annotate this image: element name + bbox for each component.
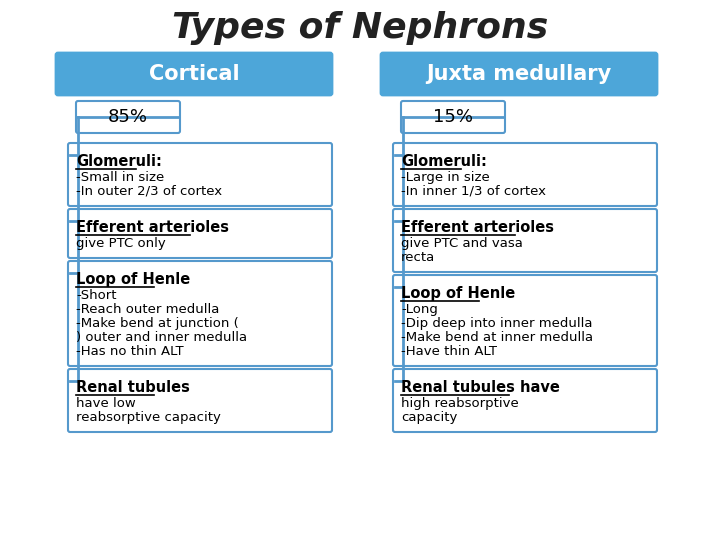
FancyBboxPatch shape: [393, 209, 657, 272]
FancyBboxPatch shape: [56, 53, 332, 95]
Text: give PTC and vasa: give PTC and vasa: [401, 237, 523, 250]
Text: -Large in size: -Large in size: [401, 171, 490, 184]
FancyBboxPatch shape: [68, 369, 332, 432]
Text: Efferent arterioles: Efferent arterioles: [401, 220, 554, 235]
Text: Renal tubules have: Renal tubules have: [401, 380, 560, 395]
Text: Cortical: Cortical: [149, 64, 239, 84]
FancyBboxPatch shape: [401, 101, 505, 133]
Text: Loop of Henle: Loop of Henle: [76, 272, 190, 287]
Text: 85%: 85%: [108, 108, 148, 126]
Text: -Make bend at inner medulla: -Make bend at inner medulla: [401, 331, 593, 344]
Text: -Dip deep into inner medulla: -Dip deep into inner medulla: [401, 317, 593, 330]
Text: Loop of Henle: Loop of Henle: [401, 286, 516, 301]
Text: -Short: -Short: [76, 289, 117, 302]
Text: have low: have low: [76, 397, 136, 410]
Text: recta: recta: [401, 251, 436, 264]
Text: Types of Nephrons: Types of Nephrons: [172, 11, 548, 45]
Text: high reabsorptive: high reabsorptive: [401, 397, 518, 410]
FancyBboxPatch shape: [381, 53, 657, 95]
Text: give PTC only: give PTC only: [76, 237, 166, 250]
Text: -Have thin ALT: -Have thin ALT: [401, 345, 497, 358]
Text: capacity: capacity: [401, 411, 457, 424]
Text: -In inner 1/3 of cortex: -In inner 1/3 of cortex: [401, 185, 546, 198]
Text: Glomeruli:: Glomeruli:: [401, 154, 487, 169]
Text: reabsorptive capacity: reabsorptive capacity: [76, 411, 221, 424]
Text: -Long: -Long: [401, 303, 438, 316]
FancyBboxPatch shape: [393, 369, 657, 432]
FancyBboxPatch shape: [68, 261, 332, 366]
Text: Efferent arterioles: Efferent arterioles: [76, 220, 229, 235]
Text: ) outer and inner medulla: ) outer and inner medulla: [76, 331, 247, 344]
Text: 15%: 15%: [433, 108, 473, 126]
Text: -In outer 2/3 of cortex: -In outer 2/3 of cortex: [76, 185, 222, 198]
Text: Glomeruli:: Glomeruli:: [76, 154, 162, 169]
Text: -Make bend at junction (: -Make bend at junction (: [76, 317, 239, 330]
FancyBboxPatch shape: [393, 143, 657, 206]
Text: Juxta medullary: Juxta medullary: [426, 64, 611, 84]
Text: -Small in size: -Small in size: [76, 171, 164, 184]
Text: -Has no thin ALT: -Has no thin ALT: [76, 345, 184, 358]
Text: -Reach outer medulla: -Reach outer medulla: [76, 303, 220, 316]
FancyBboxPatch shape: [68, 143, 332, 206]
FancyBboxPatch shape: [76, 101, 180, 133]
FancyBboxPatch shape: [68, 209, 332, 258]
FancyBboxPatch shape: [393, 275, 657, 366]
Text: Renal tubules: Renal tubules: [76, 380, 190, 395]
